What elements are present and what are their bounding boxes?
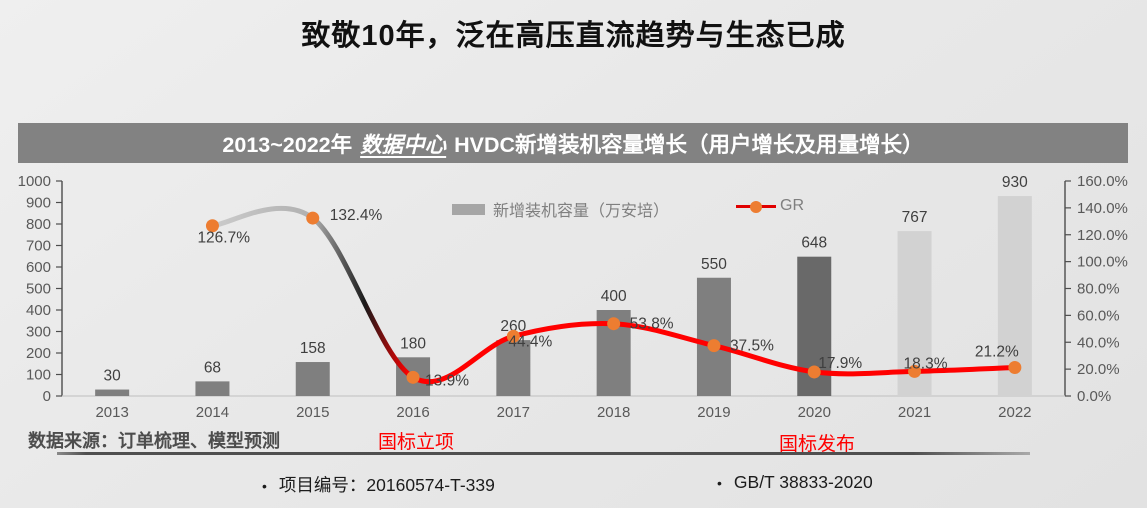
gr-marker-2015 <box>306 211 320 225</box>
right-axis-tick-label: 60.0% <box>1077 307 1120 324</box>
gr-value-label: 44.4% <box>508 333 552 350</box>
left-axis-tick-label: 500 <box>26 281 51 298</box>
x-axis-category-label: 2021 <box>898 404 931 421</box>
right-axis-tick-label: 100.0% <box>1077 254 1128 271</box>
gr-marker-2020 <box>807 365 821 379</box>
bar-value-label: 550 <box>701 256 727 273</box>
bar-2019 <box>696 277 731 396</box>
right-axis-tick-label: 0.0% <box>1077 388 1111 405</box>
footer-bullet-gbt-standard: • GB/T 38833-2020 <box>717 472 873 493</box>
left-axis-tick-label: 200 <box>26 345 51 362</box>
footer-divider <box>57 452 1030 455</box>
gr-marker-2016 <box>406 370 420 384</box>
x-axis-category-label: 2022 <box>998 404 1031 421</box>
left-axis-tick-label: 900 <box>26 195 51 212</box>
chart-banner-title: 2013~2022年 数据中心 HVDC新增装机容量增长（用户增长及用量增长） <box>18 123 1128 163</box>
right-axis-tick-label: 160.0% <box>1077 173 1128 190</box>
right-axis-tick-label: 80.0% <box>1077 281 1120 298</box>
banner-suffix: HVDC新增装机容量增长（用户增长及用量增长） <box>454 132 924 157</box>
footer-bullet-project-number: • 项目编号：20160574-T-339 <box>262 472 495 497</box>
banner-prefix: 2013~2022年 <box>222 132 353 157</box>
x-axis-category-label: 2018 <box>597 404 630 421</box>
left-axis-tick-label: 600 <box>26 259 51 276</box>
x-axis-category-label: 2013 <box>95 404 128 421</box>
bar-2015 <box>295 362 330 396</box>
bullet-icon: • <box>717 475 722 491</box>
gr-value-label: 132.4% <box>330 207 383 224</box>
footer-bullet-text: 项目编号：20160574-T-339 <box>278 475 495 495</box>
right-axis-tick-label: 140.0% <box>1077 200 1128 217</box>
left-axis-tick-label: 300 <box>26 324 51 341</box>
gr-value-label: 13.9% <box>425 372 469 389</box>
footer-bullet-text: GB/T 38833-2020 <box>733 472 873 492</box>
x-axis-category-label: 2019 <box>697 404 730 421</box>
bar-value-label: 648 <box>801 235 827 252</box>
bar-value-label: 30 <box>104 368 122 385</box>
gr-line <box>209 205 1018 385</box>
gr-value-label: 18.3% <box>904 355 948 372</box>
right-axis-tick-label: 20.0% <box>1077 361 1120 378</box>
gr-marker-2021 <box>908 364 922 378</box>
right-axis-tick-label: 40.0% <box>1077 334 1120 351</box>
bar-value-label: 400 <box>601 288 627 305</box>
x-axis-category-label: 2017 <box>497 404 530 421</box>
page-title: 致敬10年，泛在高压直流趋势与生态已成 <box>301 20 846 52</box>
gr-value-label: 37.5% <box>730 338 774 355</box>
data-source-note: 数据来源：订单梳理、模型预测 <box>28 431 280 451</box>
bar-value-label: 260 <box>500 318 526 335</box>
gr-value-label: 17.9% <box>818 355 862 372</box>
bar-value-label: 930 <box>1002 174 1028 191</box>
bar-value-label: 68 <box>204 359 221 376</box>
left-axis-tick-label: 1000 <box>18 173 51 190</box>
gr-marker-2018 <box>607 317 621 331</box>
x-axis-category-label: 2014 <box>196 404 229 421</box>
bar-value-label: 767 <box>902 209 928 226</box>
gr-marker-2019 <box>707 339 721 353</box>
x-axis-category-label: 2015 <box>296 404 329 421</box>
bullet-icon: • <box>262 478 267 494</box>
right-axis-tick-label: 120.0% <box>1077 227 1128 244</box>
bar-value-label: 158 <box>300 340 326 357</box>
left-axis-tick-label: 700 <box>26 238 51 255</box>
left-axis-tick-label: 100 <box>26 367 51 384</box>
gr-marker-2014 <box>205 219 219 233</box>
gr-value-label: 21.2% <box>975 344 1019 361</box>
annotation-guobiao-fabu: 国标发布 <box>779 434 856 455</box>
bar-2013 <box>95 389 130 396</box>
x-axis-category-label: 2016 <box>396 404 429 421</box>
bar-2017 <box>496 340 531 396</box>
annotation-guobiao-lixiang: 国标立项 <box>378 432 455 453</box>
gr-marker-2017 <box>506 329 520 343</box>
banner-emphasis: 数据中心 <box>360 132 447 157</box>
x-axis-category-label: 2020 <box>798 404 831 421</box>
gr-marker-2022 <box>1008 361 1022 375</box>
left-axis-tick-label: 0 <box>43 388 51 405</box>
left-axis-tick-label: 800 <box>26 216 51 233</box>
bar-2014 <box>195 381 230 396</box>
gr-value-label: 53.8% <box>630 316 674 333</box>
left-axis-tick-label: 400 <box>26 302 51 319</box>
bar-value-label: 180 <box>400 335 426 352</box>
gr-value-label: 126.7% <box>197 230 250 247</box>
